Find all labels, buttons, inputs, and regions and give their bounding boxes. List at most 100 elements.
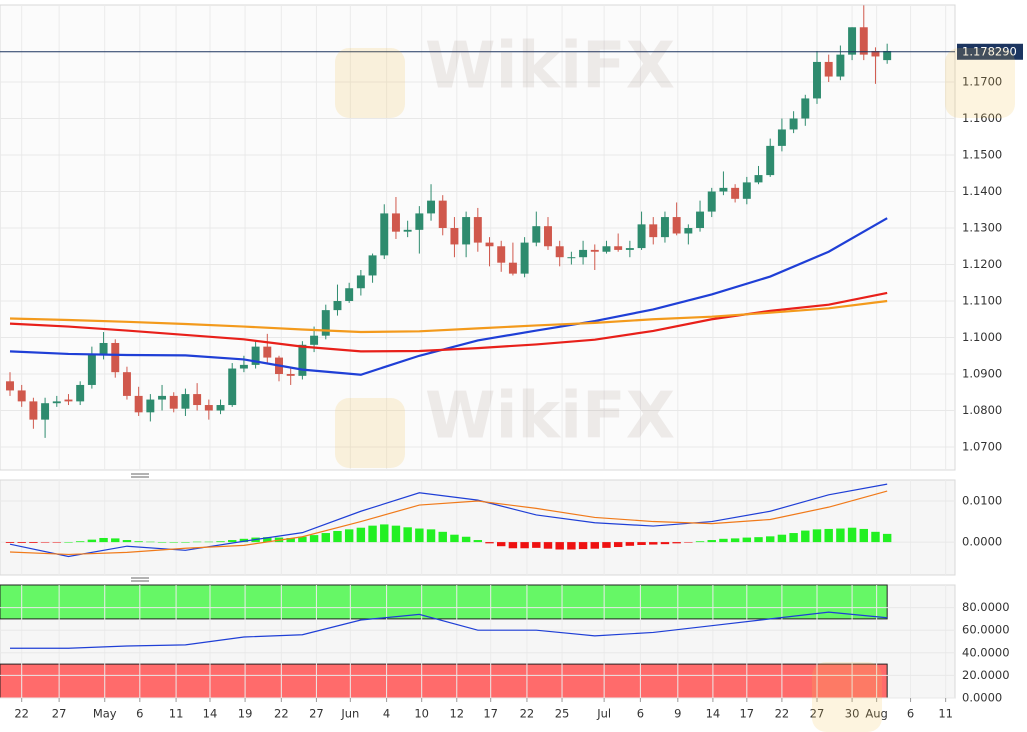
candle-body xyxy=(158,395,167,400)
histogram-bar xyxy=(824,528,833,543)
histogram-bar xyxy=(578,542,588,550)
candle-body xyxy=(766,145,775,176)
candle-body xyxy=(29,401,38,420)
candle-body xyxy=(438,200,447,229)
histogram-bar xyxy=(391,525,401,543)
candle-body xyxy=(625,248,634,250)
candle-body xyxy=(579,249,588,258)
histogram-bar xyxy=(684,542,693,543)
histogram-bar xyxy=(567,542,576,550)
x-tick-label: 11 xyxy=(938,707,953,721)
y-tick-label: 60.0000 xyxy=(962,623,1010,637)
histogram-bar xyxy=(169,542,178,543)
x-tick-label: 19 xyxy=(238,707,253,721)
candle-body xyxy=(310,335,319,345)
candle-body xyxy=(368,255,377,276)
candle-body xyxy=(52,401,61,404)
candle-body xyxy=(204,405,213,411)
x-tick-label: 22 xyxy=(14,707,29,721)
histogram-bar xyxy=(17,542,26,543)
x-tick-label: 25 xyxy=(555,707,570,721)
histogram-bar xyxy=(812,529,822,543)
candle-body xyxy=(380,213,389,256)
x-tick-label: 27 xyxy=(52,707,67,721)
y-tick-label: 1.1600 xyxy=(962,111,1002,125)
candle-body xyxy=(672,217,681,234)
candle-body xyxy=(450,228,459,245)
candle-body xyxy=(485,242,494,247)
histogram-bar xyxy=(239,538,249,543)
watermark-logo xyxy=(335,48,405,118)
indicator-line xyxy=(9,611,888,649)
candle-body xyxy=(555,246,564,258)
histogram-bar xyxy=(555,542,564,550)
candle-body xyxy=(64,399,73,402)
y-tick-label: 80.0000 xyxy=(962,600,1010,614)
x-tick-label: 12 xyxy=(449,707,464,721)
candle-body xyxy=(41,403,50,420)
candle-body xyxy=(508,262,517,274)
candle-body xyxy=(637,224,646,249)
histogram-bar xyxy=(719,538,728,543)
histogram-bar xyxy=(122,540,132,543)
candle-body xyxy=(286,374,295,376)
candle-body xyxy=(824,61,833,77)
candle-body xyxy=(146,399,155,413)
candle-body xyxy=(836,54,845,77)
histogram-bar xyxy=(52,542,61,543)
macd-panel xyxy=(0,479,956,576)
histogram-bar xyxy=(29,542,38,543)
histogram-bar xyxy=(613,542,623,548)
y-tick-label: 0.0000 xyxy=(962,691,1002,705)
watermark-logo xyxy=(812,662,882,732)
x-tick-label: Aug xyxy=(865,707,887,721)
candle-body xyxy=(403,229,412,232)
histogram-bar xyxy=(403,527,412,543)
candle-body xyxy=(345,288,354,302)
candle-body xyxy=(169,395,178,409)
candle-body xyxy=(813,61,821,99)
histogram-bar xyxy=(204,541,214,543)
candle-body xyxy=(6,381,14,391)
candle-body xyxy=(497,246,506,263)
histogram-bar xyxy=(485,542,494,544)
x-tick-label: 17 xyxy=(483,707,498,721)
candle-body xyxy=(17,390,26,402)
histogram-bar xyxy=(438,531,447,543)
x-tick-label: 17 xyxy=(739,707,754,721)
histogram-bar xyxy=(625,542,635,546)
y-tick-label: 1.1300 xyxy=(962,221,1002,235)
candle-body xyxy=(76,384,85,402)
y-tick-label: 0.0000 xyxy=(962,535,1002,549)
candle-body xyxy=(462,217,471,245)
y-tick-label: 1.1200 xyxy=(962,257,1002,271)
histogram-bar xyxy=(40,542,50,543)
candle-body xyxy=(181,394,190,409)
candle-body xyxy=(544,226,552,247)
candle-body xyxy=(707,191,716,212)
y-tick-label: 1.1000 xyxy=(962,330,1002,344)
histogram-bar xyxy=(649,542,658,545)
histogram-bar xyxy=(356,527,366,543)
histogram-bar xyxy=(543,542,553,549)
candle-body xyxy=(251,346,260,365)
histogram-bar xyxy=(508,542,518,549)
y-tick-label: 1.1500 xyxy=(962,148,1002,162)
candle-body xyxy=(590,249,599,252)
histogram-bar xyxy=(672,542,681,544)
panel-handle[interactable] xyxy=(131,473,149,582)
histogram-bar xyxy=(695,541,705,543)
candle-body xyxy=(649,224,658,238)
indicator-line xyxy=(9,299,888,334)
candle-body xyxy=(239,364,248,369)
y-tick-label: 40.0000 xyxy=(962,645,1010,659)
histogram-bar xyxy=(5,542,15,543)
histogram-bar xyxy=(298,536,307,543)
candle-body xyxy=(473,217,482,243)
last-price-label: 1.178290 xyxy=(962,44,1017,58)
histogram-bar xyxy=(742,537,752,543)
candle-body xyxy=(742,182,751,199)
candle-body xyxy=(719,187,728,192)
histogram-bar xyxy=(134,541,143,543)
histogram-bar xyxy=(882,533,892,543)
